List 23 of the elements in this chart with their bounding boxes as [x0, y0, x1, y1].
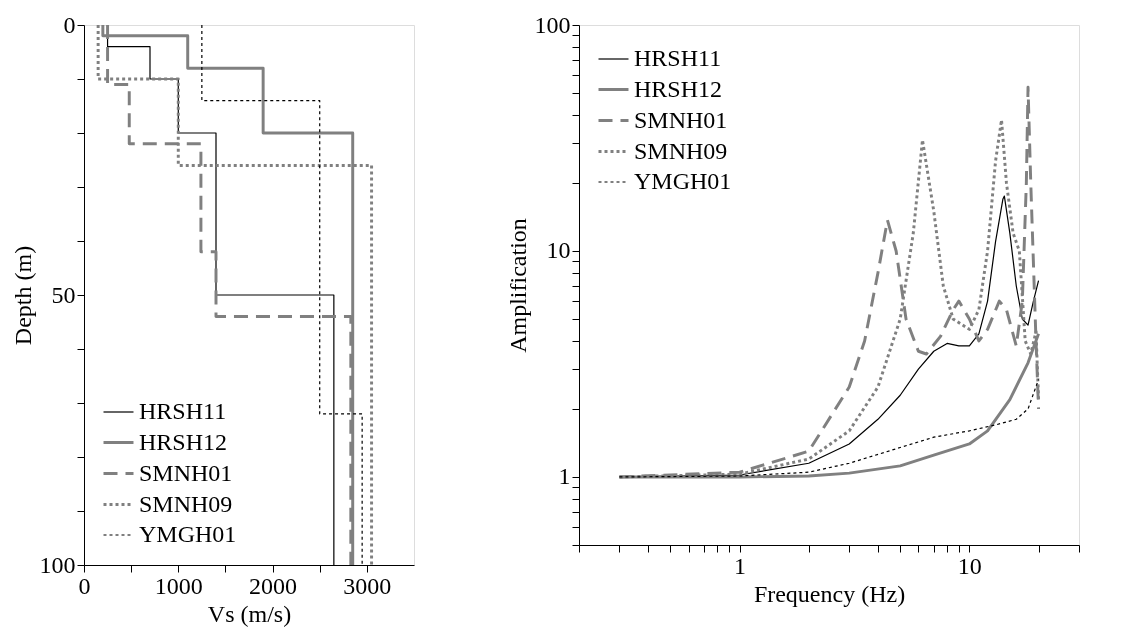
x-axis-title: Vs (m/s): [207, 600, 292, 627]
legend-label: YMGH01: [634, 168, 732, 194]
x-tick-label: 1000: [154, 572, 203, 599]
y-tick-label: 50: [51, 281, 76, 308]
y-tick-label: 1: [558, 463, 571, 490]
legend-label: HRSH12: [139, 428, 228, 455]
legend-label: HRSH11: [139, 398, 227, 424]
y-tick-label: 100: [39, 551, 76, 578]
legend-label: HRSH11: [634, 45, 722, 71]
x-tick-label: 3000: [343, 572, 392, 599]
y-axis-title: Depth (m): [9, 245, 36, 346]
legend-label: YMGH01: [139, 521, 237, 547]
y-tick-label: 100: [534, 11, 571, 38]
x-tick-label: 2000: [249, 572, 298, 599]
legend-label: HRSH12: [634, 75, 723, 102]
y-tick-label: 0: [63, 11, 76, 38]
y-axis-title: Amplification: [504, 218, 531, 353]
legend-label: SMNH01: [139, 459, 233, 486]
y-tick-label: 10: [546, 237, 571, 264]
legend-label: SMNH01: [634, 106, 728, 133]
legend-label: SMNH09: [634, 137, 728, 164]
x-axis-title: Frequency (Hz): [753, 580, 906, 607]
legend-label: SMNH09: [139, 490, 233, 517]
